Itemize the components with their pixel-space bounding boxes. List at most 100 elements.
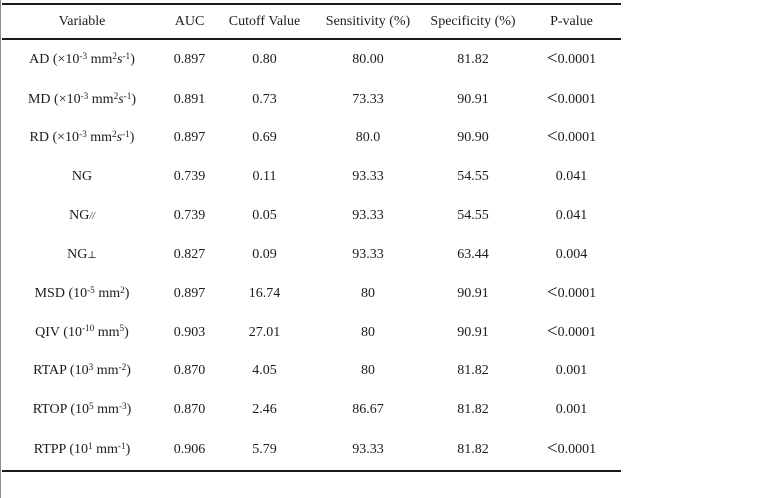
cell-variable: MSD (10-5 mm2) bbox=[34, 284, 130, 301]
superscript-text: 2 bbox=[112, 50, 118, 61]
cell-specificity: 90.91 bbox=[457, 285, 489, 301]
cell-cutoff: 0.69 bbox=[252, 130, 277, 146]
cell-variable: AD (×10-3 mm2s-1) bbox=[29, 50, 135, 68]
superscript-text: -10 bbox=[81, 323, 95, 334]
superscript-text: 2 bbox=[113, 90, 119, 101]
cell-variable: QIV (10-10 mm5) bbox=[35, 323, 129, 340]
cell-p_value: <0.0001 bbox=[546, 87, 597, 109]
superscript-text: -2 bbox=[118, 362, 127, 373]
cell-cutoff: 0.11 bbox=[252, 169, 277, 185]
table-row: QIV (10-10 mm5) 0.903 27.01 80 90.91 <0.0001 bbox=[2, 313, 621, 352]
cell-sensitivity: 80 bbox=[361, 363, 375, 379]
cell-auc: 0.870 bbox=[173, 363, 206, 379]
cell-p_value: 0.041 bbox=[555, 169, 588, 185]
cell-cutoff: 16.74 bbox=[248, 285, 281, 301]
superscript-text: 3 bbox=[88, 362, 94, 373]
cell-cutoff: 5.79 bbox=[252, 441, 277, 457]
cell-auc: 0.906 bbox=[173, 441, 206, 457]
less-than-sign: < bbox=[546, 320, 558, 342]
cell-specificity: 81.82 bbox=[457, 52, 489, 68]
superscript-text: -3 bbox=[79, 50, 88, 61]
text-part: // bbox=[89, 211, 95, 223]
column-header-sensitivity: Sensitivity (%) bbox=[312, 4, 424, 40]
cell-cutoff: 0.09 bbox=[252, 246, 277, 262]
table-row: RTAP (103 mm-2) 0.870 4.05 80 81.82 0.001 bbox=[2, 352, 621, 391]
cell-p_value: 0.041 bbox=[555, 208, 588, 224]
column-header-variable: Variable bbox=[2, 4, 162, 40]
superscript-text: 5 bbox=[89, 401, 94, 412]
cell-auc: 0.903 bbox=[173, 324, 206, 340]
superscript-text: -3 bbox=[79, 129, 87, 140]
table-body: AD (×10-3 mm2s-1) 0.897 0.80 80.00 81.82 <0.0… bbox=[2, 39, 621, 471]
cell-sensitivity: 93.33 bbox=[352, 169, 384, 185]
cell-p_value: 0.001 bbox=[555, 402, 588, 418]
less-than-sign: < bbox=[546, 87, 558, 109]
cell-auc: 0.891 bbox=[173, 91, 206, 107]
table-row: NG 0.739 0.11 93.33 54.55 0.041 bbox=[2, 158, 621, 197]
header-row: Variable AUC Cutoff Value Sensitivity (%) Sp… bbox=[2, 4, 621, 40]
less-than-sign: < bbox=[546, 126, 558, 148]
cell-cutoff: 27.01 bbox=[248, 324, 281, 340]
table-row: NG⊥ 0.827 0.09 93.33 63.44 0.004 bbox=[2, 236, 621, 275]
cell-specificity: 54.55 bbox=[457, 208, 489, 224]
cell-variable: RTAP (103 mm-2) bbox=[33, 362, 131, 379]
column-header-p_value: P-value bbox=[522, 4, 621, 40]
cell-variable: MD (×10-3 mm2s-1) bbox=[27, 90, 137, 107]
cell-sensitivity: 93.33 bbox=[352, 246, 384, 262]
cell-sensitivity: 93.33 bbox=[352, 441, 384, 457]
cell-specificity: 63.44 bbox=[457, 246, 489, 262]
table-row: RTPP (101 mm-1) 0.906 5.79 93.33 81.82 <0.000… bbox=[2, 430, 621, 471]
text-part: ⊥ bbox=[87, 249, 97, 261]
text-part: s bbox=[118, 91, 124, 107]
cell-specificity: 54.55 bbox=[457, 169, 489, 185]
table-row: AD (×10-3 mm2s-1) 0.897 0.80 80.00 81.82 <0.0… bbox=[2, 39, 621, 80]
superscript-text: -1 bbox=[123, 90, 132, 101]
page-left-edge-line bbox=[0, 0, 1, 498]
table-row: MD (×10-3 mm2s-1) 0.891 0.73 73.33 90.91 <0.0… bbox=[2, 80, 621, 119]
superscript-text: -1 bbox=[122, 129, 130, 140]
cell-auc: 0.897 bbox=[173, 130, 206, 146]
cell-p_value: <0.0001 bbox=[546, 48, 597, 70]
cell-cutoff: 0.05 bbox=[252, 208, 277, 224]
cell-auc: 0.870 bbox=[173, 402, 206, 418]
cell-variable: RTOP (105 mm-3) bbox=[32, 401, 132, 418]
cell-auc: 0.739 bbox=[173, 169, 206, 185]
cell-p_value: <0.0001 bbox=[546, 320, 597, 342]
cell-sensitivity: 80 bbox=[361, 324, 375, 340]
superscript-text: 1 bbox=[87, 440, 93, 451]
superscript-text: -1 bbox=[117, 440, 126, 451]
text-part: s bbox=[116, 130, 123, 146]
cell-variable: NG// bbox=[69, 208, 95, 224]
less-than-sign: < bbox=[546, 48, 558, 70]
cell-variable: NG bbox=[71, 169, 93, 185]
cell-p_value: <0.0001 bbox=[546, 437, 597, 459]
cell-specificity: 81.82 bbox=[457, 441, 489, 457]
column-header-auc: AUC bbox=[162, 4, 217, 40]
superscript-text: 2 bbox=[112, 129, 117, 140]
cell-sensitivity: 80 bbox=[361, 285, 375, 301]
superscript-text: 5 bbox=[119, 323, 125, 334]
cell-auc: 0.827 bbox=[173, 246, 206, 262]
less-than-sign: < bbox=[546, 437, 558, 459]
cell-sensitivity: 86.67 bbox=[352, 402, 384, 418]
superscript-text: 2 bbox=[120, 284, 125, 295]
cell-p_value: <0.0001 bbox=[546, 126, 597, 148]
less-than-sign: < bbox=[546, 281, 558, 303]
cell-cutoff: 0.80 bbox=[252, 52, 277, 68]
table-row: RTOP (105 mm-3) 0.870 2.46 86.67 81.82 0.001 bbox=[2, 391, 621, 430]
cell-variable: RD (×10-3 mm2s-1) bbox=[29, 129, 135, 146]
cell-specificity: 90.91 bbox=[457, 324, 489, 340]
cell-specificity: 90.90 bbox=[457, 130, 489, 146]
column-header-specificity: Specificity (%) bbox=[424, 4, 522, 40]
cell-sensitivity: 80.0 bbox=[355, 130, 381, 146]
cell-cutoff: 2.46 bbox=[252, 402, 277, 418]
cell-variable: RTPP (101 mm-1) bbox=[33, 440, 131, 457]
table-header: Variable AUC Cutoff Value Sensitivity (%) Sp… bbox=[2, 4, 621, 40]
table-row: NG// 0.739 0.05 93.33 54.55 0.041 bbox=[2, 197, 621, 236]
cell-sensitivity: 93.33 bbox=[352, 208, 384, 224]
results-table: Variable AUC Cutoff Value Sensitivity (%) Sp… bbox=[2, 3, 621, 472]
cell-auc: 0.897 bbox=[173, 52, 206, 68]
cell-p_value: 0.001 bbox=[555, 363, 588, 379]
cell-cutoff: 4.05 bbox=[252, 363, 277, 379]
cell-sensitivity: 80.00 bbox=[352, 52, 384, 68]
